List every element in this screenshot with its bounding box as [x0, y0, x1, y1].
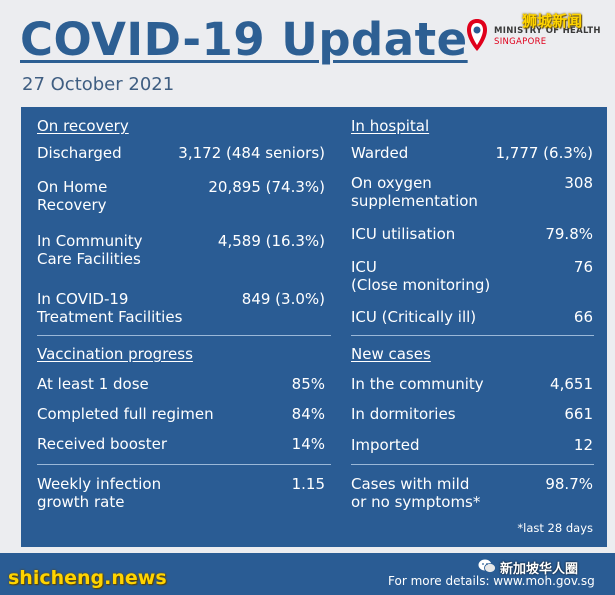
- new-cases-value-community: 4,651: [550, 375, 593, 393]
- recovery-label-home-2: Recovery: [37, 196, 107, 214]
- hospital-value-icu-util: 79.8%: [545, 225, 593, 243]
- recovery-value-discharged: 3,172 (484 seniors): [178, 144, 325, 162]
- watermark-top: 狮城新闻: [522, 12, 583, 30]
- hospital-value-oxygen: 308: [564, 174, 593, 192]
- divider-left-1: [37, 335, 331, 336]
- new-cases-label-imported: Imported: [351, 436, 420, 454]
- recovery-label-home-1: On Home: [37, 178, 108, 196]
- page-title: COVID-19 Update: [20, 13, 468, 66]
- recovery-label-discharged: Discharged: [37, 144, 122, 162]
- new-cases-label-dormitories: In dormitories: [351, 405, 456, 423]
- new-cases-heading: New cases: [351, 345, 431, 363]
- recovery-value-home: 20,895 (74.3%): [208, 178, 325, 196]
- hospital-label-icu-util: ICU utilisation: [351, 225, 456, 243]
- recovery-value-treatment: 849 (3.0%): [241, 290, 325, 308]
- footer-details: For more details: www.moh.gov.sg: [388, 574, 595, 588]
- moh-name-line2: SINGAPORE: [494, 37, 547, 47]
- recovery-label-treatment-2: Treatment Facilities: [37, 308, 183, 326]
- weekly-label-1: Weekly infection: [37, 475, 162, 493]
- recovery-value-community: 4,589 (16.3%): [217, 232, 325, 250]
- moh-logo-icon: [467, 19, 487, 51]
- vaccination-value-full: 84%: [291, 405, 325, 423]
- divider-right-2: [351, 464, 594, 465]
- watermark-bottom: shicheng.news: [8, 567, 167, 589]
- vaccination-value-booster: 14%: [291, 435, 325, 453]
- moh-name-line1: MINISTRY OF HEALTH: [494, 26, 601, 36]
- vaccination-label-full: Completed full regimen: [37, 405, 214, 423]
- vaccination-label-booster: Received booster: [37, 435, 167, 453]
- stats-panel: On recovery Discharged 3,172 (484 senior…: [21, 107, 607, 547]
- hospital-value-icu-critical: 66: [573, 308, 593, 326]
- hospital-label-icu-close-2: (Close monitoring): [351, 276, 491, 294]
- weekly-label-2: growth rate: [37, 493, 125, 511]
- new-cases-value-imported: 12: [573, 436, 593, 454]
- vaccination-label-dose1: At least 1 dose: [37, 375, 149, 393]
- hospital-value-icu-close: 76: [573, 258, 593, 276]
- vaccination-value-dose1: 85%: [291, 375, 325, 393]
- footer-bar: [0, 553, 615, 595]
- hospital-label-icu-close-1: ICU: [351, 258, 377, 276]
- hospital-label-oxygen-2: supplementation: [351, 192, 478, 210]
- hospital-label-oxygen-1: On oxygen: [351, 174, 432, 192]
- divider-left-2: [37, 464, 331, 465]
- hospital-label-icu-critical: ICU (Critically ill): [351, 308, 477, 326]
- hospital-label-warded: Warded: [351, 144, 409, 162]
- weekly-value: 1.15: [291, 475, 325, 493]
- moh-org-name: MINISTRY OF HEALTH SINGAPORE: [494, 26, 601, 48]
- vaccination-heading: Vaccination progress: [37, 345, 193, 363]
- mild-label-1: Cases with mild: [351, 475, 470, 493]
- wechat-account-label: 新加坡华人圈: [500, 562, 579, 577]
- wechat-icon: [478, 559, 496, 573]
- hospital-heading: In hospital: [351, 117, 430, 135]
- hospital-value-warded: 1,777 (6.3%): [495, 144, 593, 162]
- new-cases-value-dormitories: 661: [564, 405, 593, 423]
- recovery-heading: On recovery: [37, 117, 129, 135]
- new-cases-label-community: In the community: [351, 375, 484, 393]
- mild-footnote: *last 28 days: [517, 521, 593, 535]
- report-date: 27 October 2021: [22, 74, 175, 95]
- divider-right-1: [351, 335, 594, 336]
- mild-label-2: or no symptoms*: [351, 493, 481, 511]
- recovery-label-community-2: Care Facilities: [37, 250, 141, 268]
- recovery-label-treatment-1: In COVID-19: [37, 290, 129, 308]
- recovery-label-community-1: In Community: [37, 232, 143, 250]
- mild-value: 98.7%: [545, 475, 593, 493]
